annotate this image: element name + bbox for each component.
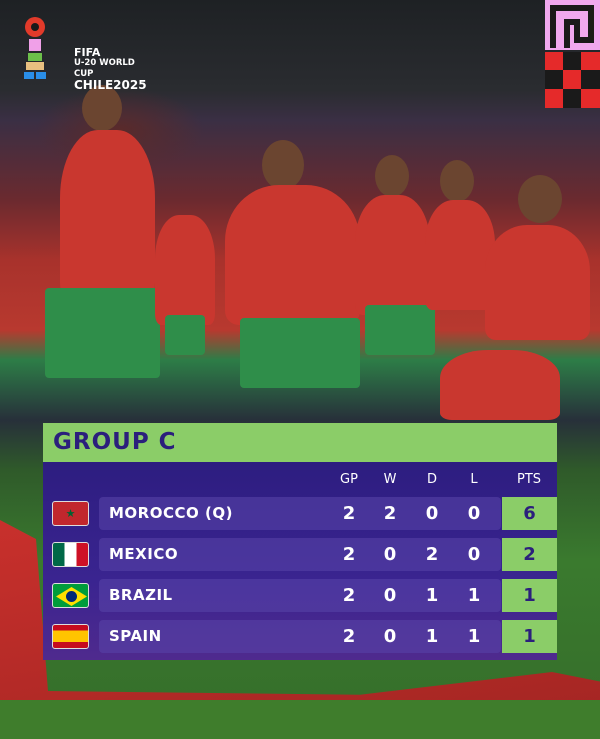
points: 6: [502, 497, 557, 530]
losses: 0: [467, 544, 481, 565]
table-row: BRAZIL 2 0 1 1 1: [43, 579, 557, 612]
wins: 0: [383, 585, 397, 606]
wins: 0: [383, 544, 397, 565]
morocco-flag-icon: ★: [52, 501, 89, 526]
column-header-d: D: [426, 472, 438, 487]
points: 2: [502, 538, 557, 571]
draws: 0: [425, 503, 439, 524]
logo-host: CHILE2025: [74, 78, 147, 92]
team-name: SPAIN: [109, 627, 162, 645]
table-row: SPAIN 2 0 1 1 1: [43, 620, 557, 653]
team-name: BRAZIL: [109, 586, 173, 604]
logo-event: U-20 WORLD CUP: [74, 58, 135, 79]
pitch-grass: [0, 700, 600, 739]
group-standings-table: GROUP C GP W D L PTS ★ MOROCCO (Q) 2 2 0…: [43, 423, 557, 660]
games-played: 2: [342, 544, 356, 565]
tournament-logo: FIFA U-20 WORLD CUP CHILE2025: [22, 15, 147, 91]
wins: 0: [383, 626, 397, 647]
team-name: MEXICO: [109, 545, 179, 563]
column-header-l: L: [470, 472, 478, 487]
points: 1: [502, 579, 557, 612]
column-header-gp: GP: [340, 472, 358, 487]
logo-fifa: FIFA: [74, 46, 101, 59]
team-name: MOROCCO (Q): [109, 504, 233, 522]
group-title: GROUP C: [43, 423, 557, 462]
games-played: 2: [342, 503, 356, 524]
column-header-w: W: [383, 472, 397, 487]
draws: 1: [425, 585, 439, 606]
column-header-pts: PTS: [516, 472, 542, 487]
games-played: 2: [342, 585, 356, 606]
wins: 2: [383, 503, 397, 524]
games-played: 2: [342, 626, 356, 647]
draws: 1: [425, 626, 439, 647]
losses: 0: [467, 503, 481, 524]
table-row: ★ MOROCCO (Q) 2 2 0 0 6: [43, 497, 557, 530]
points: 1: [502, 620, 557, 653]
losses: 1: [467, 585, 481, 606]
brazil-flag-icon: [52, 583, 89, 608]
trophy-icon: [24, 17, 46, 79]
mexico-flag-icon: [52, 542, 89, 567]
losses: 1: [467, 626, 481, 647]
spain-flag-icon: [52, 624, 89, 649]
table-row: MEXICO 2 0 2 0 2: [43, 538, 557, 571]
draws: 2: [425, 544, 439, 565]
brand-pattern-icon: [545, 0, 600, 108]
